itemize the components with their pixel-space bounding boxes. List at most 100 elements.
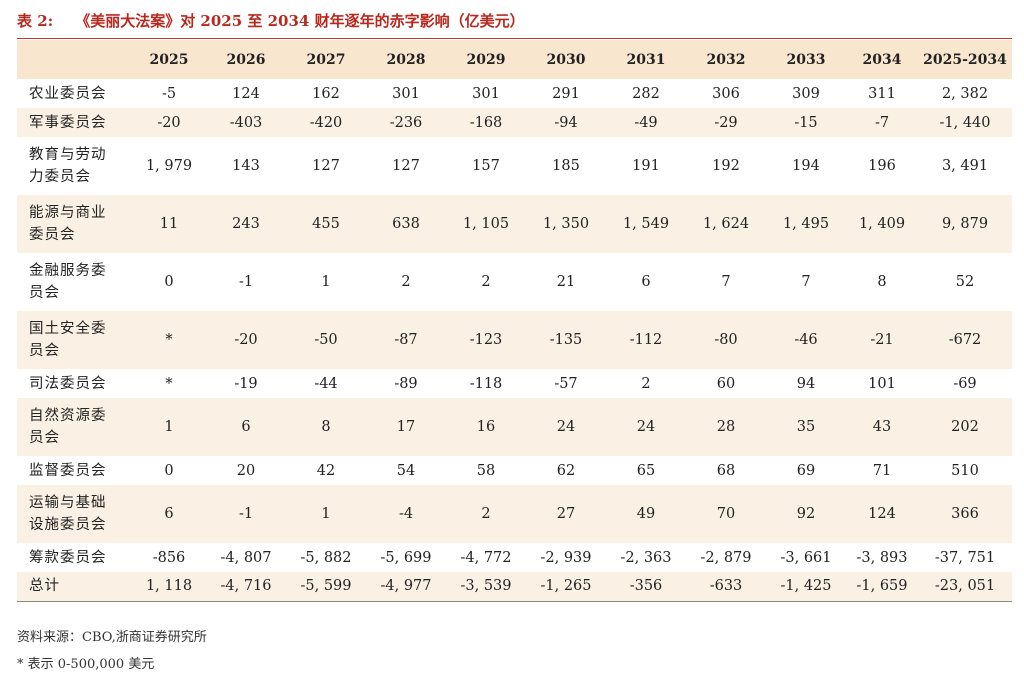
table-cell: 68	[716, 462, 736, 479]
table-row: 总计 1, 118 -4, 716 -5, 599 -4, 977 -3, 539 -1, …	[17, 572, 1012, 601]
table-cell: 157	[472, 158, 500, 174]
row-label-line: 员会	[29, 343, 60, 359]
table-cell: 62	[556, 462, 576, 479]
row-label: 筹款委员会	[17, 543, 132, 572]
table-cell: 21	[556, 274, 576, 290]
table-cell: -4, 807	[220, 549, 272, 566]
table-cell: -19	[234, 375, 258, 392]
table-cell: 1	[321, 274, 331, 290]
deficit-table: 2025 2026 2027 2028 2029 2030 2031 2032 2033 2034…	[17, 40, 1012, 602]
table-cell: 1, 979	[145, 158, 193, 174]
row-label: 运输与基础 设施委员会	[17, 485, 132, 543]
table-cell: -49	[634, 114, 658, 131]
table-cell: 16	[476, 419, 496, 435]
table-cell: 301	[392, 85, 420, 102]
row-label-line: 力委员会	[29, 169, 91, 185]
table-cell: 1, 350	[542, 216, 590, 232]
table-cell: 3, 491	[941, 158, 989, 174]
table-cell: 311	[868, 85, 896, 102]
table-cell: 196	[868, 158, 896, 174]
table-cell: -46	[794, 332, 818, 348]
table-cell: -57	[554, 375, 578, 392]
table-cell: -2, 939	[540, 549, 592, 566]
table-cell: 6	[641, 274, 651, 290]
table-cell: -80	[714, 332, 738, 348]
table-cell: -5, 599	[300, 578, 352, 595]
table-cell: -5, 882	[300, 549, 352, 566]
table-cell: -1, 659	[856, 578, 908, 595]
table-cell: 94	[796, 375, 816, 392]
row-label: 军事委员会	[17, 108, 132, 137]
column-header: 2033	[786, 51, 826, 68]
table-cell: 638	[392, 216, 420, 232]
table-cell: *	[165, 375, 173, 392]
table-cell: -4, 977	[380, 578, 432, 595]
table-row: 筹款委员会 -856 -4, 807 -5, 882 -5, 699 -4, 772 -2,…	[17, 543, 1012, 572]
table-cell: 9, 879	[941, 216, 989, 232]
table-cell: -20	[234, 332, 258, 348]
table-cell: 1, 118	[145, 578, 193, 595]
table-cell: 1, 495	[782, 216, 830, 232]
table-cell: 24	[556, 419, 576, 435]
table-cell: -118	[469, 375, 503, 392]
column-header: 2028	[386, 51, 426, 68]
row-label-line: 筹款委员会	[29, 549, 107, 566]
table-cell: 69	[796, 462, 816, 479]
table-cell: -1	[238, 506, 254, 522]
table-cell: 1, 624	[702, 216, 750, 232]
table-cell: -69	[953, 375, 977, 392]
table-cell: -7	[874, 114, 890, 131]
table-cell: 191	[632, 158, 660, 174]
table-body: 农业委员会 -5 124 162 301 301 291 282 306 309 311 2, 382…	[17, 79, 1012, 601]
table-cell: -23, 051	[934, 578, 996, 595]
table-cell: 194	[792, 158, 820, 174]
row-label-line: 国土安全委	[29, 321, 107, 337]
row-label-line: 员会	[29, 285, 60, 301]
row-label: 教育与劳动 力委员会	[17, 137, 132, 195]
table-cell: -87	[394, 332, 418, 348]
table-cell: 1, 549	[622, 216, 670, 232]
table-cell: -29	[714, 114, 738, 131]
row-label: 农业委员会	[17, 79, 132, 108]
table-cell: 1	[321, 506, 331, 522]
row-label: 国土安全委 员会	[17, 311, 132, 369]
table-row: 国土安全委 员会 * -20 -50 -87 -123 -135 -112 -80 -46 -21 -6…	[17, 311, 1012, 369]
table-cell: -403	[229, 114, 263, 131]
row-label-line: 运输与基础	[29, 495, 107, 511]
table-cell: -50	[314, 332, 338, 348]
table-cell: -1	[238, 274, 254, 290]
header-corner	[17, 40, 132, 79]
table-row: 自然资源委 员会 1 6 8 17 16 24 24 28 35 43 202	[17, 398, 1012, 456]
table-cell: 54	[396, 462, 416, 479]
table-cell: 291	[552, 85, 580, 102]
table-row: 司法委员会 * -19 -44 -89 -118 -57 2 60 94 101 -69	[17, 369, 1012, 398]
table-cell: 42	[316, 462, 336, 479]
row-label-line: 委员会	[29, 227, 76, 243]
table-cell: 70	[716, 506, 736, 522]
column-header: 2029	[466, 51, 506, 68]
row-label: 监督委员会	[17, 456, 132, 485]
table-cell: -168	[469, 114, 503, 131]
table-cell: 455	[312, 216, 340, 232]
table-cell: 143	[232, 158, 260, 174]
table-cell: 60	[716, 375, 736, 392]
row-label-line: 金融服务委	[29, 263, 107, 279]
row-label: 总计	[17, 572, 132, 601]
table-cell: 27	[556, 506, 576, 522]
table-cell: -633	[709, 578, 743, 595]
table-cell: -44	[314, 375, 338, 392]
table-cell: 124	[868, 506, 896, 522]
table-cell: -356	[629, 578, 663, 595]
row-label-line: 能源与商业	[29, 205, 107, 221]
table-cell: 2	[641, 375, 651, 392]
top-rule	[17, 38, 1012, 39]
table-cell: 28	[716, 419, 736, 435]
table-cell: -672	[948, 332, 982, 348]
table-cell: 17	[396, 419, 416, 435]
table-cell: 2	[401, 274, 411, 290]
row-label: 自然资源委 员会	[17, 398, 132, 456]
table-cell: -2, 879	[700, 549, 752, 566]
row-label-line: 军事委员会	[29, 114, 107, 131]
table-row: 教育与劳动 力委员会 1, 979 143 127 127 157 185 191 192 194 1…	[17, 137, 1012, 195]
table-cell: 58	[476, 462, 496, 479]
